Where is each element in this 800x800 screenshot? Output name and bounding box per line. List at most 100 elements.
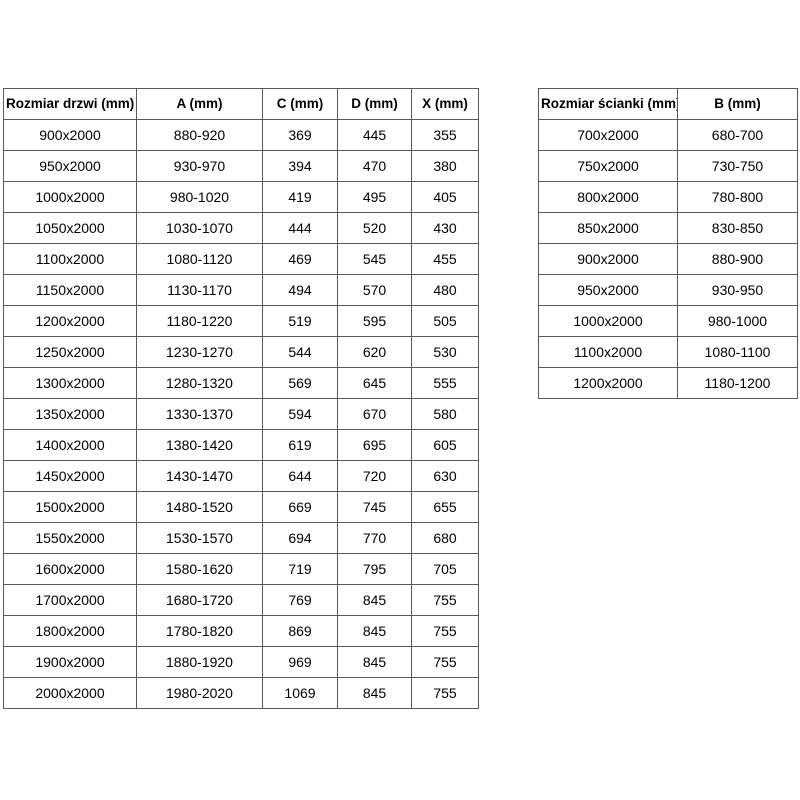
table-cell: 419	[262, 181, 338, 213]
table-cell: 1780-1820	[136, 615, 263, 647]
column-header: A (mm)	[136, 88, 263, 120]
table-cell: 950x2000	[3, 150, 137, 182]
table-cell: 800x2000	[538, 181, 678, 213]
table-cell: 1000x2000	[538, 305, 678, 337]
table-cell: 645	[337, 367, 412, 399]
table-cell: 1430-1470	[136, 460, 263, 492]
table-cell: 480	[411, 274, 479, 306]
table-cell: 694	[262, 522, 338, 554]
table-cell: 1530-1570	[136, 522, 263, 554]
table-cell: 1100x2000	[538, 336, 678, 368]
table-cell: 594	[262, 398, 338, 430]
table-cell: 680	[411, 522, 479, 554]
table-cell: 845	[337, 615, 412, 647]
table-cell: 1330-1370	[136, 398, 263, 430]
table-row: 900x2000 880-920 369 445 355	[3, 119, 479, 151]
table-cell: 845	[337, 677, 412, 709]
table-cell: 619	[262, 429, 338, 461]
table-cell: 1150x2000	[3, 274, 137, 306]
table-row: 800x2000 780-800	[538, 181, 798, 213]
table-cell: 569	[262, 367, 338, 399]
table-cell: 1450x2000	[3, 460, 137, 492]
table-cell: 369	[262, 119, 338, 151]
table-cell: 1400x2000	[3, 429, 137, 461]
table-cell: 1480-1520	[136, 491, 263, 523]
table-cell: 1300x2000	[3, 367, 137, 399]
table-cell: 495	[337, 181, 412, 213]
table-cell: 705	[411, 553, 479, 585]
column-header: Rozmiar drzwi (mm)	[3, 88, 137, 120]
table-row: 1200x2000 1180-1200	[538, 367, 798, 399]
table-cell: 470	[337, 150, 412, 182]
table-cell: 2000x2000	[3, 677, 137, 709]
table-cell: 850x2000	[538, 212, 678, 244]
table-cell: 845	[337, 584, 412, 616]
table-cell: 869	[262, 615, 338, 647]
table-cell: 880-920	[136, 119, 263, 151]
table-cell: 700x2000	[538, 119, 678, 151]
table-row: 900x2000 880-900	[538, 243, 798, 275]
table-row: 1550x2000 1530-1570 694 770 680	[3, 522, 479, 554]
header-row: Rozmiar drzwi (mm) A (mm) C (mm) D (mm) X (m…	[3, 88, 479, 120]
wall-sizes-table: Rozmiar ścianki (mm) B (mm) 700x2000 680-70…	[538, 88, 798, 399]
table-row: 1300x2000 1280-1320 569 645 555	[3, 367, 479, 399]
table-row: 1800x2000 1780-1820 869 845 755	[3, 615, 479, 647]
table-cell: 405	[411, 181, 479, 213]
table-row: 1500x2000 1480-1520 669 745 655	[3, 491, 479, 523]
table-cell: 1880-1920	[136, 646, 263, 678]
column-header: C (mm)	[262, 88, 338, 120]
table-cell: 630	[411, 460, 479, 492]
table-cell: 444	[262, 212, 338, 244]
table-row: 1400x2000 1380-1420 619 695 605	[3, 429, 479, 461]
table-cell: 1100x2000	[3, 243, 137, 275]
table-cell: 570	[337, 274, 412, 306]
table-cell: 544	[262, 336, 338, 368]
table-cell: 930-950	[677, 274, 798, 306]
table-cell: 969	[262, 646, 338, 678]
table-cell: 719	[262, 553, 338, 585]
column-header: D (mm)	[337, 88, 412, 120]
table-row: 750x2000 730-750	[538, 150, 798, 182]
table-cell: 730-750	[677, 150, 798, 182]
table-cell: 1500x2000	[3, 491, 137, 523]
table-cell: 355	[411, 119, 479, 151]
table-row: 1450x2000 1430-1470 644 720 630	[3, 460, 479, 492]
table-cell: 1069	[262, 677, 338, 709]
table-cell: 769	[262, 584, 338, 616]
table-row: 1100x2000 1080-1120 469 545 455	[3, 243, 479, 275]
table-cell: 745	[337, 491, 412, 523]
table-cell: 655	[411, 491, 479, 523]
table-cell: 595	[337, 305, 412, 337]
table-cell: 950x2000	[538, 274, 678, 306]
table-cell: 505	[411, 305, 479, 337]
table-cell: 1200x2000	[3, 305, 137, 337]
table-cell: 720	[337, 460, 412, 492]
header-row: Rozmiar ścianki (mm) B (mm)	[538, 88, 798, 120]
table-cell: 1550x2000	[3, 522, 137, 554]
table-cell: 695	[337, 429, 412, 461]
table-cell: 900x2000	[538, 243, 678, 275]
table-cell: 380	[411, 150, 479, 182]
table-row: 700x2000 680-700	[538, 119, 798, 151]
table-cell: 1180-1200	[677, 367, 798, 399]
table-cell: 1080-1100	[677, 336, 798, 368]
table-cell: 980-1000	[677, 305, 798, 337]
table-cell: 1980-2020	[136, 677, 263, 709]
table-cell: 1180-1220	[136, 305, 263, 337]
table-row: 850x2000 830-850	[538, 212, 798, 244]
table-cell: 469	[262, 243, 338, 275]
table-cell: 1050x2000	[3, 212, 137, 244]
table-row: 1900x2000 1880-1920 969 845 755	[3, 646, 479, 678]
table-cell: 1200x2000	[538, 367, 678, 399]
table-cell: 1080-1120	[136, 243, 263, 275]
column-header: X (mm)	[411, 88, 479, 120]
table-row: 1600x2000 1580-1620 719 795 705	[3, 553, 479, 585]
table-cell: 755	[411, 646, 479, 678]
table-cell: 980-1020	[136, 181, 263, 213]
table-cell: 780-800	[677, 181, 798, 213]
table-cell: 545	[337, 243, 412, 275]
table-cell: 430	[411, 212, 479, 244]
table-cell: 1280-1320	[136, 367, 263, 399]
door-sizes-table: Rozmiar drzwi (mm) A (mm) C (mm) D (mm) X (m…	[3, 88, 479, 709]
table-cell: 845	[337, 646, 412, 678]
